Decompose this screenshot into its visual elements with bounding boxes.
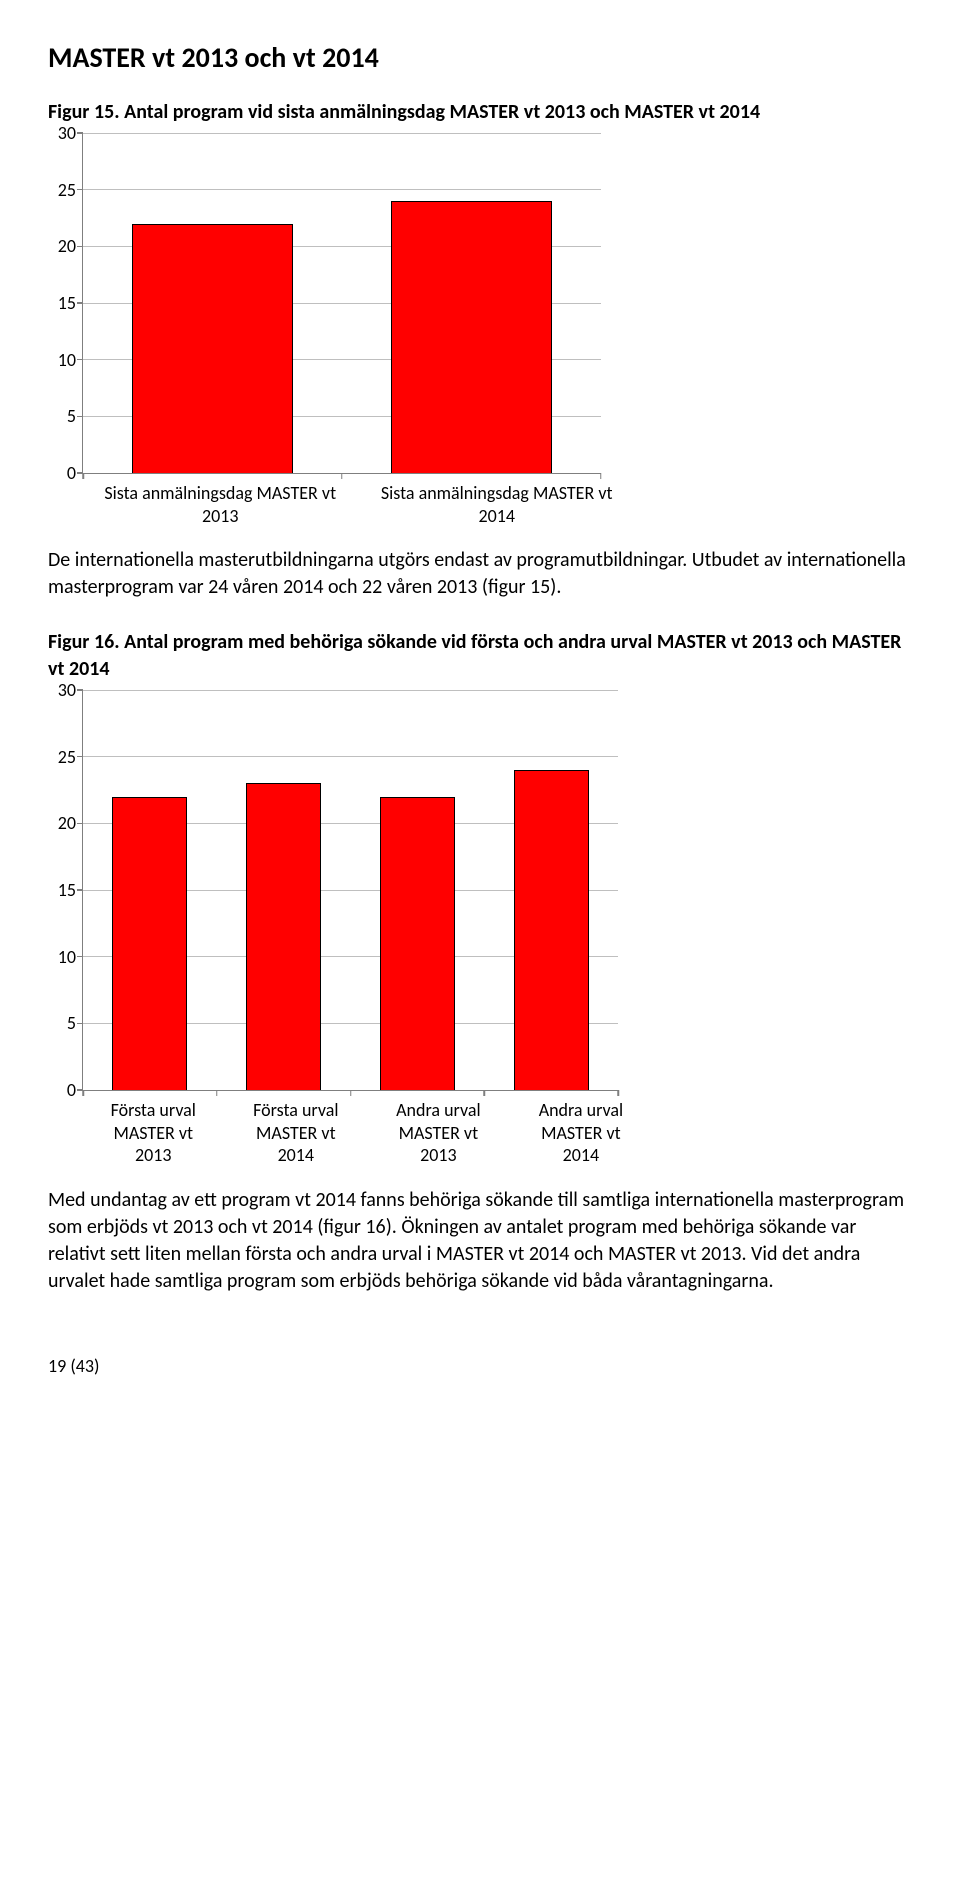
x-axis-label: Sista anmälningsdag MASTER vt 2014 <box>358 482 634 527</box>
figure15-caption-rest: Antal program vid sista anmälningsdag MA… <box>120 100 761 124</box>
x-axis-label: Sista anmälningsdag MASTER vt 2013 <box>82 482 358 527</box>
x-axis-label: Andra urvalMASTER vt2014 <box>510 1099 653 1167</box>
x-axis-label: Första urvalMASTER vt2014 <box>225 1099 368 1167</box>
y-tick-label: 15 <box>58 292 76 314</box>
y-tick-label: 10 <box>58 946 76 968</box>
y-tick-label: 30 <box>58 122 76 144</box>
y-tick-label: 20 <box>58 812 76 834</box>
bar <box>514 770 589 1090</box>
bar <box>380 797 455 1090</box>
figure16-caption: Figur 16. Antal program med behöriga sök… <box>48 629 912 683</box>
figure15-caption: Figur 15. Antal program vid sista anmäln… <box>48 99 912 126</box>
bar <box>112 797 187 1090</box>
bar <box>246 783 321 1090</box>
figure16-chart: 051015202530Första urvalMASTER vt2013För… <box>48 691 912 1167</box>
page-title: MASTER vt 2013 och vt 2014 <box>48 40 912 75</box>
y-tick-label: 30 <box>58 679 76 701</box>
paragraph-2: Med undantag av ett program vt 2014 fann… <box>48 1187 912 1295</box>
bar <box>391 201 552 473</box>
x-axis-label: Första urvalMASTER vt2013 <box>82 1099 225 1167</box>
figure16-caption-lead: Figur 16. <box>48 630 120 654</box>
paragraph-1: De internationella masterutbildningarna … <box>48 547 912 601</box>
figure15-caption-lead: Figur 15. <box>48 100 120 124</box>
y-tick-label: 0 <box>67 1079 76 1101</box>
page-number: 19 (43) <box>48 1355 912 1377</box>
bar <box>132 224 293 473</box>
y-tick-label: 15 <box>58 879 76 901</box>
x-axis-label: Andra urvalMASTER vt2013 <box>367 1099 510 1167</box>
y-tick-label: 5 <box>67 1012 76 1034</box>
y-tick-label: 10 <box>58 349 76 371</box>
figure15-chart: 051015202530Sista anmälningsdag MASTER v… <box>48 134 912 527</box>
y-tick-label: 20 <box>58 235 76 257</box>
y-tick-label: 25 <box>58 179 76 201</box>
y-tick-label: 5 <box>67 405 76 427</box>
figure16-caption-rest: Antal program med behöriga sökande vid f… <box>48 630 901 681</box>
y-tick-label: 25 <box>58 746 76 768</box>
y-tick-label: 0 <box>67 462 76 484</box>
